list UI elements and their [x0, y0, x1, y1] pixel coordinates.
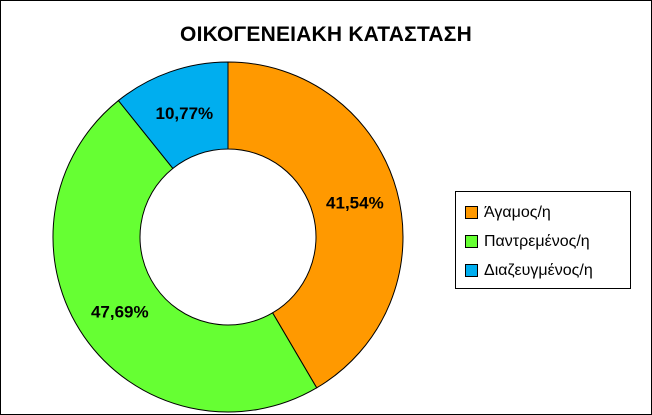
legend-swatch-agamos [465, 206, 478, 219]
legend-label-pantremenos: Παντρεμένος/η [484, 233, 590, 251]
legend-item-diazevgmenos: Διαζευγμένος/η [456, 256, 630, 285]
legend-label-diazevgmenos: Διαζευγμένος/η [484, 262, 593, 280]
legend-label-agamos: Άγαμος/η [484, 204, 551, 222]
legend-swatch-pantremenos [465, 235, 478, 248]
data-label-diazevgmenos: 10,77% [156, 104, 214, 123]
legend-item-pantremenos: Παντρεμένος/η [456, 227, 630, 256]
legend: Άγαμος/η Παντρεμένος/η Διαζευγμένος/η [455, 191, 631, 289]
data-label-agamos: 41,54% [326, 193, 384, 212]
slices-group [53, 62, 403, 412]
legend-swatch-diazevgmenos [465, 264, 478, 277]
legend-item-agamos: Άγαμος/η [456, 198, 630, 227]
data-label-pantremenos: 47,69% [91, 303, 149, 322]
